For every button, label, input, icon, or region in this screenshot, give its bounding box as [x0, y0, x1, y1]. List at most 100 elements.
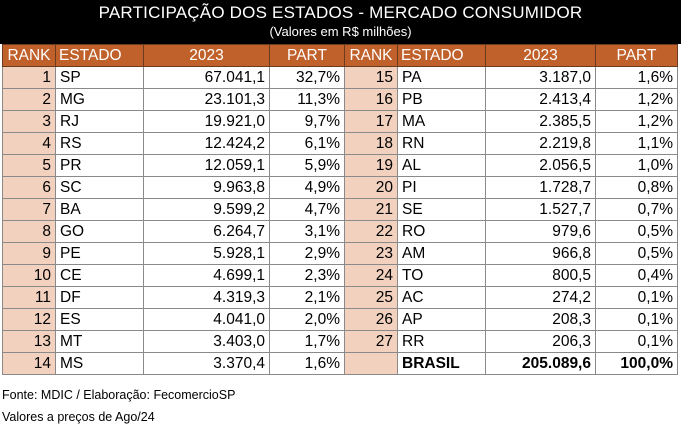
rank-cell: 4	[2, 132, 56, 155]
state-cell: RJ	[55, 110, 144, 133]
part-cell: 32,7%	[269, 66, 345, 89]
column-header-rank-left: RANK	[2, 44, 56, 67]
state-cell: PR	[55, 154, 144, 177]
rank-cell: 11	[2, 286, 56, 309]
column-header-state-left: ESTADO	[55, 44, 144, 67]
value-cell: 2.219,8	[485, 132, 596, 155]
value-cell: 6.264,7	[143, 220, 270, 243]
rank-cell: 7	[2, 198, 56, 221]
rank-cell: 3	[2, 110, 56, 133]
value-cell: 1.527,7	[485, 198, 596, 221]
rank-cell: 19	[344, 154, 398, 177]
table-row: 2 MG 23.101,3 11,3% 16 PB 2.413,4 1,2%	[2, 88, 678, 111]
states-table: RANK ESTADO 2023 PART RANK ESTADO 2023 P…	[2, 44, 678, 375]
state-cell: MG	[55, 88, 144, 111]
part-cell: 3,1%	[269, 220, 345, 243]
part-cell: 0,4%	[595, 264, 678, 287]
state-cell: RR	[397, 330, 486, 353]
part-cell: 2,9%	[269, 242, 345, 265]
part-cell: 2,3%	[269, 264, 345, 287]
state-cell: MT	[55, 330, 144, 353]
rank-cell: 17	[344, 110, 398, 133]
value-cell: 3.370,4	[143, 352, 270, 375]
value-cell: 800,5	[485, 264, 596, 287]
value-cell: 5.928,1	[143, 242, 270, 265]
state-cell: TO	[397, 264, 486, 287]
rank-cell: 24	[344, 264, 398, 287]
state-cell: PB	[397, 88, 486, 111]
column-header-year-right: 2023	[485, 44, 596, 67]
page-subtitle: (Valores em R$ milhões)	[269, 24, 412, 39]
table-row: 1 SP 67.041,1 32,7% 15 PA 3.187,0 1,6%	[2, 66, 678, 89]
state-cell: ES	[55, 308, 144, 331]
rank-cell: 22	[344, 220, 398, 243]
rank-cell: 27	[344, 330, 398, 353]
rank-cell: 26	[344, 308, 398, 331]
value-cell: 205.089,6	[485, 352, 596, 375]
table-row: 7 BA 9.599,2 4,7% 21 SE 1.527,7 0,7%	[2, 198, 678, 221]
part-cell: 0,7%	[595, 198, 678, 221]
state-cell: SP	[55, 66, 144, 89]
rank-cell: 25	[344, 286, 398, 309]
state-cell: DF	[55, 286, 144, 309]
part-cell: 5,9%	[269, 154, 345, 177]
state-cell: MA	[397, 110, 486, 133]
rank-cell: 23	[344, 242, 398, 265]
state-cell: RO	[397, 220, 486, 243]
value-cell: 9.963,8	[143, 176, 270, 199]
value-cell: 966,8	[485, 242, 596, 265]
part-cell: 2,1%	[269, 286, 345, 309]
column-header-state-right: ESTADO	[397, 44, 486, 67]
state-cell: SC	[55, 176, 144, 199]
state-cell: BA	[55, 198, 144, 221]
part-cell: 100,0%	[595, 352, 678, 375]
value-cell: 208,3	[485, 308, 596, 331]
part-cell: 0,1%	[595, 330, 678, 353]
table-row: 4 RS 12.424,2 6,1% 18 RN 2.219,8 1,1%	[2, 132, 678, 155]
part-cell: 0,1%	[595, 286, 678, 309]
state-cell: MS	[55, 352, 144, 375]
column-header-rank-right: RANK	[344, 44, 398, 67]
rank-cell: 15	[344, 66, 398, 89]
column-header-row: RANK ESTADO 2023 PART RANK ESTADO 2023 P…	[2, 44, 678, 67]
table-row: 8 GO 6.264,7 3,1% 22 RO 979,6 0,5%	[2, 220, 678, 243]
state-cell: AC	[397, 286, 486, 309]
state-cell: RS	[55, 132, 144, 155]
value-cell: 274,2	[485, 286, 596, 309]
state-cell: AM	[397, 242, 486, 265]
state-cell: AL	[397, 154, 486, 177]
column-header-part-right: PART	[595, 44, 678, 67]
table-row: 14 MS 3.370,4 1,6% BRASIL 205.089,6 100,0%	[2, 352, 678, 375]
rank-cell: 1	[2, 66, 56, 89]
table-row: 5 PR 12.059,1 5,9% 19 AL 2.056,5 1,0%	[2, 154, 678, 177]
value-cell: 3.403,0	[143, 330, 270, 353]
rank-cell: 6	[2, 176, 56, 199]
value-cell: 206,3	[485, 330, 596, 353]
state-cell: PA	[397, 66, 486, 89]
part-cell: 1,6%	[595, 66, 678, 89]
part-cell: 1,0%	[595, 154, 678, 177]
state-cell: CE	[55, 264, 144, 287]
state-cell: GO	[55, 220, 144, 243]
part-cell: 9,7%	[269, 110, 345, 133]
value-cell: 2.056,5	[485, 154, 596, 177]
table-row: 10 CE 4.699,1 2,3% 24 TO 800,5 0,4%	[2, 264, 678, 287]
part-cell: 1,1%	[595, 132, 678, 155]
part-cell: 2,0%	[269, 308, 345, 331]
table-header-banner: PARTICIPAÇÃO DOS ESTADOS - MERCADO CONSU…	[0, 0, 681, 44]
value-cell: 3.187,0	[485, 66, 596, 89]
part-cell: 1,2%	[595, 110, 678, 133]
rank-cell: 16	[344, 88, 398, 111]
value-cell: 67.041,1	[143, 66, 270, 89]
state-cell: AP	[397, 308, 486, 331]
state-cell: PI	[397, 176, 486, 199]
part-cell: 1,7%	[269, 330, 345, 353]
part-cell: 1,2%	[595, 88, 678, 111]
table-body: 1 SP 67.041,1 32,7% 15 PA 3.187,0 1,6% 2 MG 23.101…	[2, 66, 678, 375]
part-cell: 0,8%	[595, 176, 678, 199]
part-cell: 0,1%	[595, 308, 678, 331]
rank-cell: 2	[2, 88, 56, 111]
table-row: 12 ES 4.041,0 2,0% 26 AP 208,3 0,1%	[2, 308, 678, 331]
column-header-part-left: PART	[269, 44, 345, 67]
value-cell: 12.059,1	[143, 154, 270, 177]
